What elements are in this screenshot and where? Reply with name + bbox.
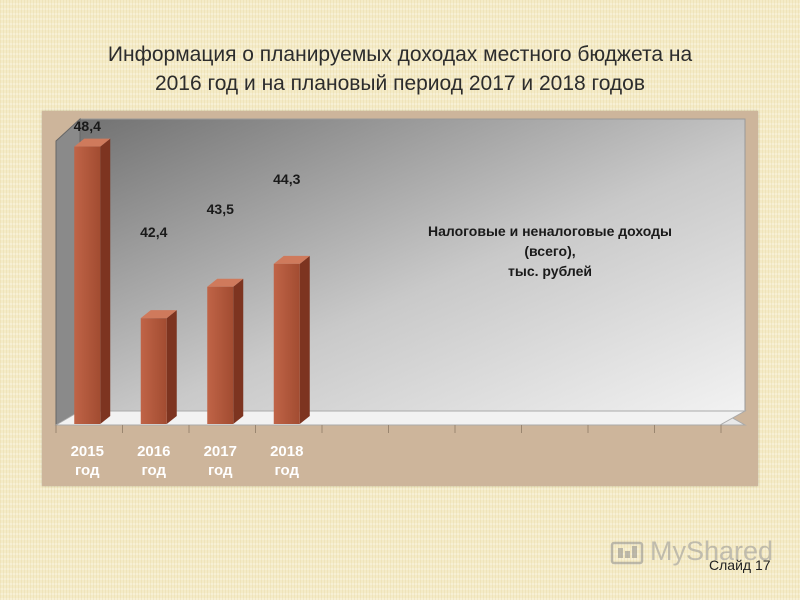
category-label-2: 2017 год: [204, 443, 237, 479]
bar-side-1: [166, 310, 177, 424]
bars-group: [74, 138, 310, 424]
bar-top-3: [273, 255, 310, 264]
value-label-2: 43,5: [207, 201, 234, 217]
value-label-3: 44,3: [273, 171, 300, 187]
value-label-1: 42,4: [140, 224, 167, 240]
bar-side-3: [299, 255, 310, 424]
value-label-0: 48,4: [74, 118, 101, 134]
bar-side-2: [233, 278, 244, 424]
bar-front-0: [74, 146, 101, 424]
bar-3: [273, 255, 310, 424]
bar-2: [207, 278, 244, 424]
value-labels-group: 48,4 42,4 43,5 44,3: [74, 118, 301, 240]
watermark-logo-icon: [610, 541, 644, 565]
bar-top-2: [207, 278, 244, 287]
category-label-1: 2016 год: [137, 443, 170, 479]
chart-back-wall: [79, 118, 746, 412]
category-label-0: 2015 год: [71, 443, 104, 479]
bar-0: [74, 138, 111, 424]
axis-ticks-group: [55, 425, 722, 433]
bar-side-0: [100, 138, 111, 424]
slide-title-line-1: Информация о планируемых доходах местног…: [107, 43, 693, 66]
bar-1: [140, 310, 177, 424]
slide-title-line-2: 2016 год и на плановый период 2017 и 201…: [154, 72, 646, 95]
category-label-3: 2018 год: [270, 443, 303, 479]
slide-number: Слайд 17: [709, 557, 771, 573]
slide-title: Информация о планируемых доходах местног…: [30, 40, 770, 98]
chart-annotation: Налоговые и неналоговые доходы (всего), ты…: [428, 223, 672, 279]
watermark-text: MyShared: [650, 536, 774, 566]
bar-front-1: [140, 318, 167, 424]
category-labels-group: 2015 год 2016 год 2017 год 2018 год: [71, 443, 304, 479]
bar-top-0: [74, 138, 111, 147]
bar-front-2: [207, 286, 234, 424]
bar-top-1: [140, 310, 177, 319]
bar-front-3: [273, 263, 300, 424]
